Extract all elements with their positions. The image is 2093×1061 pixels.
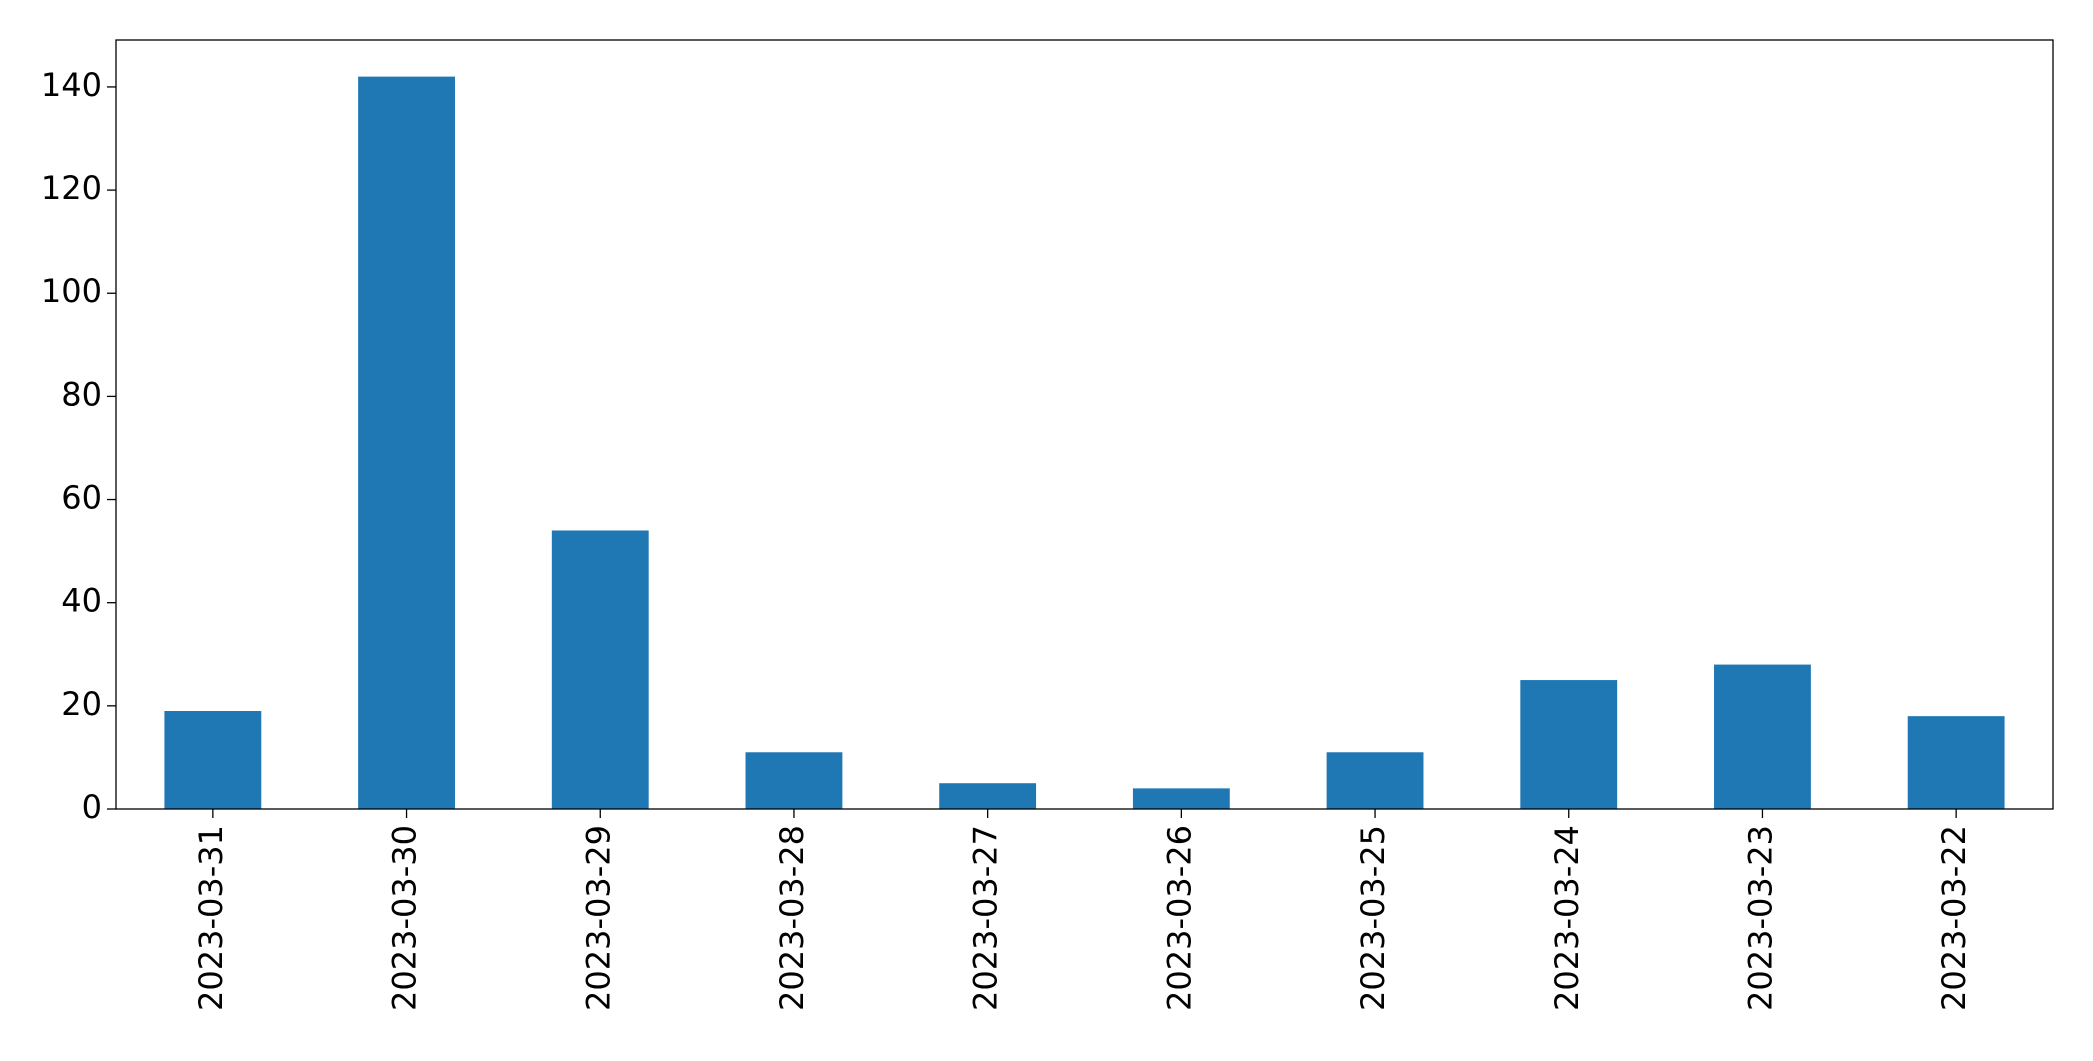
x-tick-label: 2023-03-25 xyxy=(1354,825,1392,1011)
bar xyxy=(1132,788,1230,809)
x-tick-label: 2023-03-31 xyxy=(192,825,230,1011)
plot-frame xyxy=(115,39,2054,810)
bar xyxy=(1907,716,2005,809)
x-tick-label: 2023-03-29 xyxy=(579,825,617,1011)
x-tick-label: 2023-03-30 xyxy=(386,825,424,1011)
y-tick-label: 80 xyxy=(61,375,102,413)
y-tick-label: 40 xyxy=(61,582,102,620)
y-tick-label: 20 xyxy=(61,685,102,723)
bar xyxy=(1714,664,1811,809)
y-tick-label: 120 xyxy=(41,169,102,207)
bar xyxy=(745,752,843,809)
x-tick-label: 2023-03-28 xyxy=(773,825,811,1011)
x-tick-label: 2023-03-23 xyxy=(1741,825,1779,1011)
x-tick-label: 2023-03-26 xyxy=(1160,825,1198,1011)
x-tick-label: 2023-03-22 xyxy=(1935,825,1973,1011)
bar xyxy=(164,711,262,809)
bar xyxy=(939,783,1037,809)
bar xyxy=(1326,752,1424,809)
x-tick-label: 2023-03-24 xyxy=(1548,825,1586,1011)
bar xyxy=(1520,680,1618,809)
y-tick-label: 100 xyxy=(41,272,102,310)
bar xyxy=(551,530,649,809)
y-tick-label: 140 xyxy=(41,66,102,104)
y-tick-label: 0 xyxy=(82,788,102,826)
y-tick-label: 60 xyxy=(61,479,102,517)
bar xyxy=(358,76,455,810)
x-tick-label: 2023-03-27 xyxy=(967,825,1005,1011)
